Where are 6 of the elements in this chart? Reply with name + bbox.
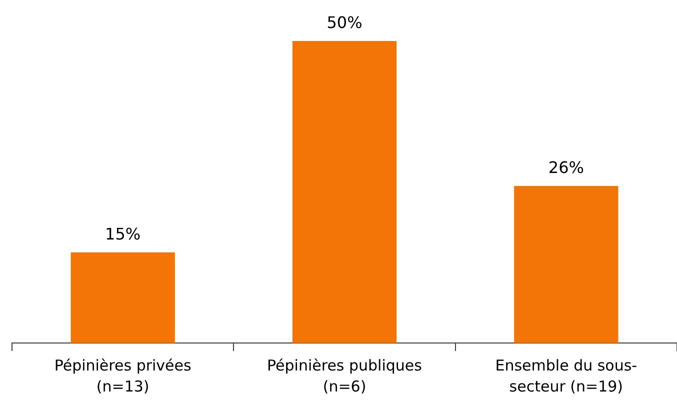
data-label: 26%	[548, 158, 584, 178]
data-label: 50%	[326, 13, 362, 32]
x-tick-label: Pépinières privées (n=13)	[54, 356, 192, 396]
x-tick-label: Ensemble du sous-secteur (n=19)	[495, 356, 638, 396]
x-tick-label: Pépinières publiques (n=6)	[267, 356, 422, 396]
data-label: 15%	[105, 224, 141, 244]
